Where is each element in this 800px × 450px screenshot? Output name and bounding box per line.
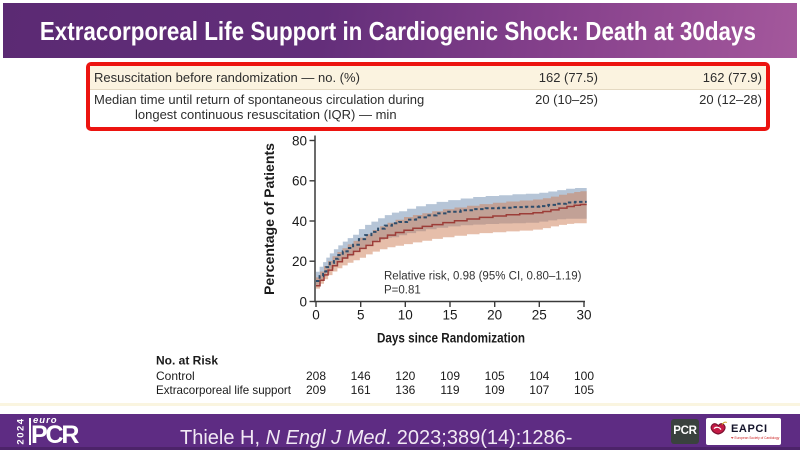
- svg-text:P=0.81: P=0.81: [384, 285, 421, 297]
- svg-text:Control: Control: [156, 369, 195, 383]
- svg-text:20: 20: [292, 254, 307, 269]
- svg-text:10: 10: [398, 308, 413, 323]
- svg-text:Extracorporeal life support: Extracorporeal life support: [156, 383, 292, 397]
- svg-text:30: 30: [576, 308, 591, 323]
- svg-text:60: 60: [292, 174, 307, 189]
- svg-text:5: 5: [357, 308, 365, 323]
- svg-text:146: 146: [351, 369, 371, 383]
- svg-text:109: 109: [440, 369, 460, 383]
- svg-text:208: 208: [306, 369, 326, 383]
- svg-text:15: 15: [442, 308, 457, 323]
- svg-text:80: 80: [292, 133, 307, 148]
- svg-text:Days since Randomization: Days since Randomization: [377, 331, 525, 346]
- svg-text:No. at Risk: No. at Risk: [156, 354, 218, 368]
- svg-text:Relative risk, 0.98 (95% CI, 0: Relative risk, 0.98 (95% CI, 0.80–1.19): [384, 271, 582, 283]
- svg-text:161: 161: [351, 383, 371, 397]
- svg-text:25: 25: [532, 308, 547, 323]
- svg-text:100: 100: [574, 369, 594, 383]
- svg-text:109: 109: [485, 383, 505, 397]
- svg-text:209: 209: [306, 383, 326, 397]
- svg-text:104: 104: [529, 369, 549, 383]
- svg-text:105: 105: [485, 369, 505, 383]
- svg-text:105: 105: [574, 383, 594, 397]
- svg-text:40: 40: [292, 214, 307, 229]
- svg-text:Percentage of Patients: Percentage of Patients: [262, 143, 277, 295]
- svg-text:136: 136: [395, 383, 415, 397]
- svg-text:0: 0: [312, 308, 320, 323]
- svg-text:0: 0: [299, 294, 307, 309]
- svg-text:107: 107: [529, 383, 549, 397]
- svg-text:120: 120: [395, 369, 415, 383]
- svg-text:119: 119: [440, 383, 459, 397]
- svg-text:20: 20: [487, 308, 502, 323]
